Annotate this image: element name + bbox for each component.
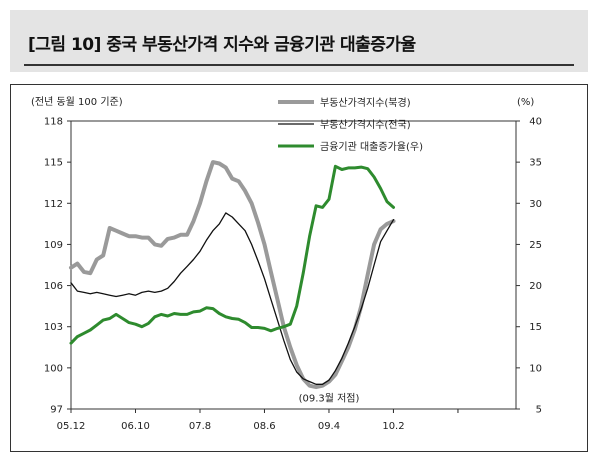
legend-label-2: 부동산가격지수(전국) <box>320 118 411 131</box>
x-tick-label: 10.2 <box>382 421 404 432</box>
x-tick-label: 08.6 <box>253 421 275 432</box>
title-bar: [그림 10] 중국 부동산가격 지수와 금융기관 대출증가율 <box>10 10 588 72</box>
right-tick-label: 25 <box>529 240 542 251</box>
left-tick-label: 103 <box>44 322 63 333</box>
x-tick-label: 09.4 <box>318 421 340 432</box>
legend: 부동산가격지수(북경) 부동산가격지수(전국) 금융기관 대출증가율(우) <box>278 96 423 153</box>
left-tick-label: 106 <box>44 281 63 292</box>
left-axis-label: (전년 동월 100 기준) <box>31 96 123 108</box>
right-tick-label: 35 <box>529 158 542 169</box>
legend-label-1: 부동산가격지수(북경) <box>320 96 411 109</box>
left-tick-label: 100 <box>44 363 63 374</box>
left-tick-label: 97 <box>50 405 63 416</box>
x-tick-label: 07.8 <box>189 421 211 432</box>
right-axis-label: (%) <box>517 97 534 108</box>
right-tick-label: 5 <box>536 405 542 416</box>
series-layer <box>69 160 396 390</box>
left-tick-label: 109 <box>44 240 63 251</box>
series-line-1 <box>69 160 396 390</box>
axes-layer: 97 100 103 106 109 112 115 118 5 10 15 20 25 30 35 40 05… <box>44 117 542 433</box>
right-tick-label: 10 <box>529 363 542 374</box>
series-line-3 <box>69 164 395 345</box>
plot-frame <box>70 120 517 410</box>
page-title: [그림 10] 중국 부동산가격 지수와 금융기관 대출증가율 <box>28 35 416 55</box>
line-chart: 97 100 103 106 109 112 115 118 5 10 15 20 25 30 35 40 05… <box>31 96 542 433</box>
left-tick-label: 115 <box>44 158 63 169</box>
x-tick-label: 05.12 <box>57 421 86 432</box>
left-tick-label: 112 <box>44 199 63 210</box>
chart-panel: 97 100 103 106 109 112 115 118 5 10 15 20 25 30 35 40 05… <box>10 84 588 452</box>
legend-label-3: 금융기관 대출증가율(우) <box>320 141 423 153</box>
right-tick-label: 15 <box>529 322 542 333</box>
series-line-2 <box>70 212 395 385</box>
right-tick-label: 30 <box>529 199 542 210</box>
title-underline <box>24 64 574 66</box>
left-tick-label: 118 <box>44 117 63 128</box>
right-tick-label: 20 <box>529 281 542 292</box>
trough-annotation: (09.3월 저점) <box>299 393 360 405</box>
x-tick-label: 06.10 <box>121 421 150 432</box>
right-tick-label: 40 <box>529 117 542 128</box>
